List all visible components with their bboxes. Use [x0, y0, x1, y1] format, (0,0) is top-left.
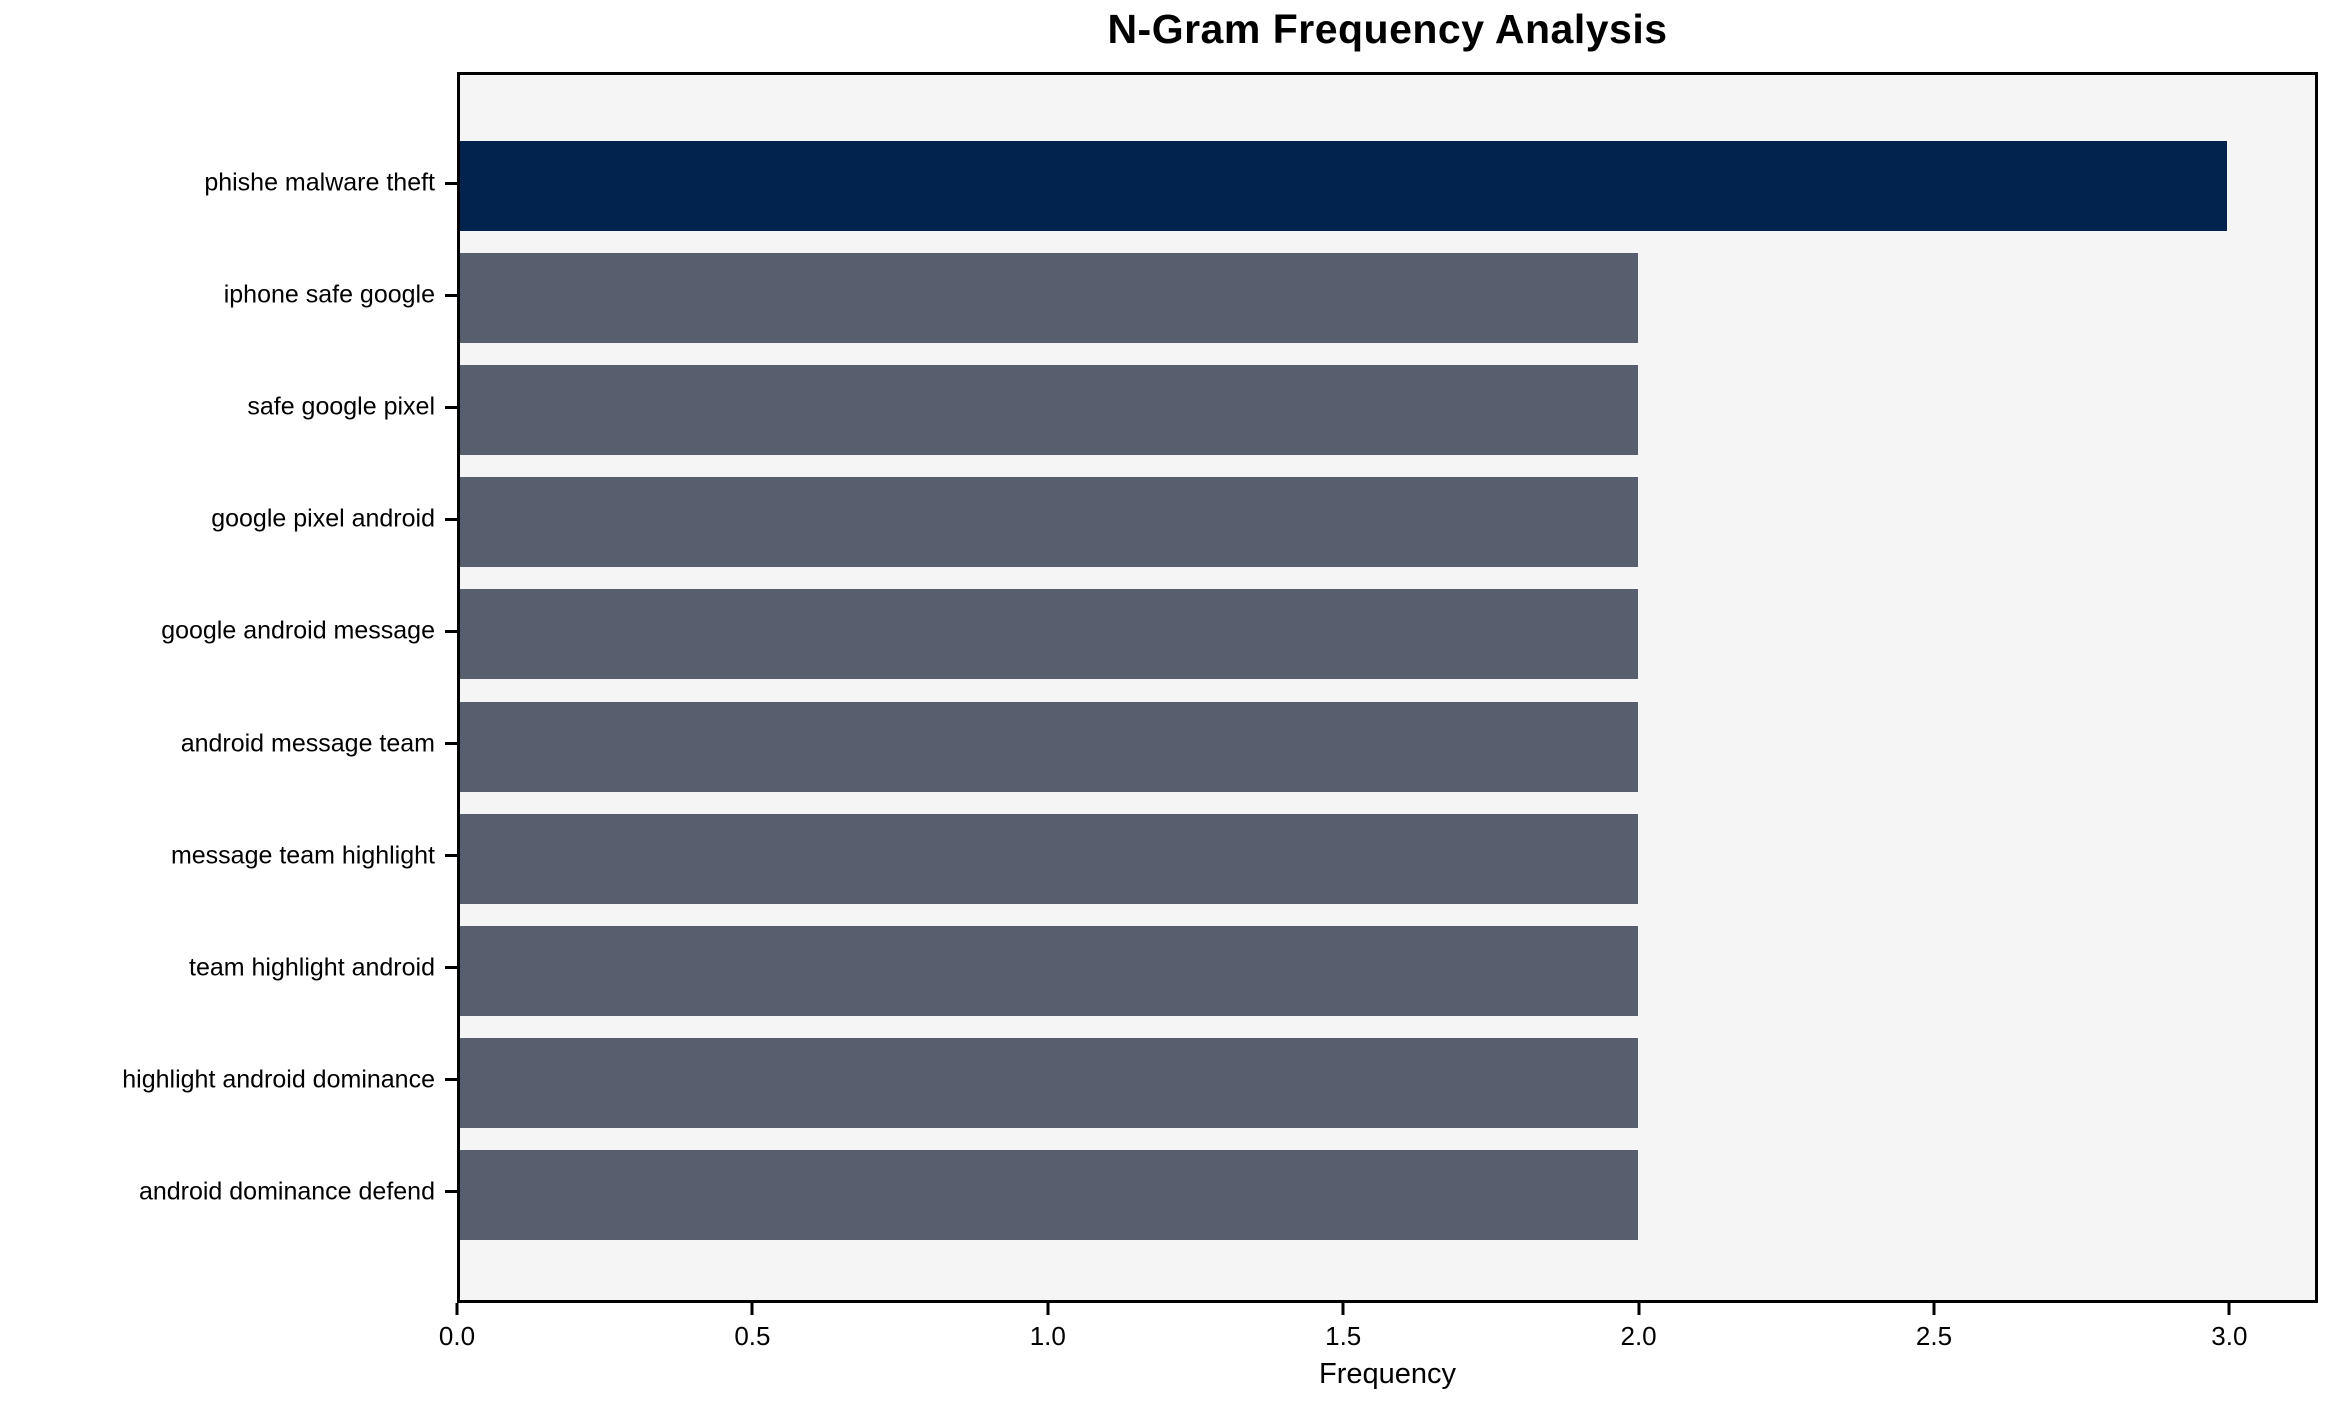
y-tick-mark — [445, 293, 457, 297]
bar-row — [460, 1139, 2315, 1251]
y-tick-label: message team highlight — [170, 841, 435, 870]
x-tick-mark — [1341, 1303, 1345, 1315]
y-tick-label: highlight android dominance — [122, 1065, 435, 1094]
bar — [460, 925, 1638, 1016]
bar-row — [460, 242, 2315, 354]
bar — [460, 813, 1638, 904]
bar — [460, 365, 1638, 456]
x-axis-label: Frequency — [1318, 1358, 1456, 1390]
x-tick-label: 1.5 — [1325, 1321, 1362, 1351]
bar — [460, 1037, 1638, 1128]
bar — [460, 589, 1638, 680]
y-tick-mark — [445, 181, 457, 185]
x-tick-label: 0.5 — [734, 1321, 771, 1351]
chart-title: N-Gram Frequency Analysis — [1107, 6, 1668, 52]
y-tick-mark — [445, 405, 457, 409]
y-tick-mark — [445, 1078, 457, 1082]
x-tick-label: 1.0 — [1029, 1321, 1066, 1351]
x-tick-mark — [750, 1303, 754, 1315]
y-tick-mark — [445, 966, 457, 970]
x-tick-label: 0.0 — [438, 1321, 476, 1351]
y-tick-label: safe google pixel — [247, 392, 435, 421]
y-tick-label: team highlight android — [189, 953, 435, 982]
x-tick-label: 3.0 — [2211, 1321, 2248, 1351]
y-tick-mark — [445, 1190, 457, 1194]
x-tick-mark — [1637, 1303, 1641, 1315]
bar-row — [460, 803, 2315, 915]
y-tick-label: phishe malware theft — [204, 168, 435, 197]
y-tick-label: google pixel android — [211, 504, 435, 533]
x-tick-label: 2.5 — [1915, 1321, 1953, 1351]
bars-layer — [460, 75, 2315, 1300]
bar — [460, 1149, 1638, 1240]
bar — [460, 141, 2227, 232]
bar-row — [460, 466, 2315, 578]
x-tick-mark — [2227, 1303, 2231, 1315]
bar-row — [460, 578, 2315, 690]
bar — [460, 253, 1638, 344]
bar-row — [460, 691, 2315, 803]
x-tick-mark — [1932, 1303, 1936, 1315]
bar-row — [460, 1027, 2315, 1139]
bar-row — [460, 354, 2315, 466]
y-tick-label: google android message — [161, 616, 435, 645]
y-tick-mark — [445, 517, 457, 521]
x-tick-label: 2.0 — [1620, 1321, 1657, 1351]
y-tick-mark — [445, 854, 457, 858]
y-tick-label: android dominance defend — [138, 1177, 435, 1206]
y-tick-mark — [445, 742, 457, 746]
bar-row — [460, 130, 2315, 242]
x-tick-mark — [455, 1303, 459, 1315]
y-tick-label: android message team — [180, 729, 435, 758]
plot-area — [457, 72, 2318, 1303]
x-tick-mark — [1046, 1303, 1050, 1315]
bar-row — [460, 915, 2315, 1027]
bar — [460, 701, 1638, 792]
y-tick-mark — [445, 629, 457, 633]
y-tick-label: iphone safe google — [223, 280, 435, 309]
bar — [460, 477, 1638, 568]
